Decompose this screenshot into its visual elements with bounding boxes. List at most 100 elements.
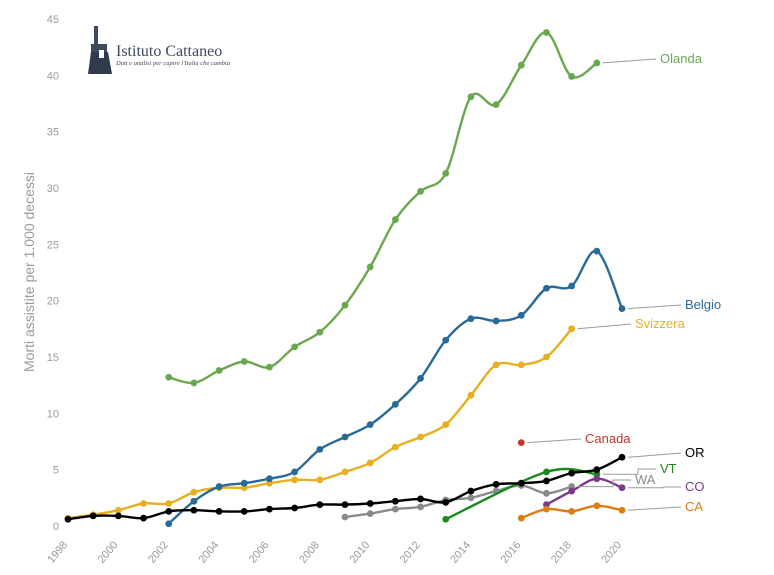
series-line-wa	[343, 484, 573, 519]
data-point-wa	[417, 503, 424, 511]
series-label-canada: Canada	[585, 431, 631, 446]
data-point-belgio	[190, 497, 198, 505]
data-point-or	[417, 495, 424, 503]
logo-title: Istituto Cattaneo	[116, 43, 222, 60]
data-point-belgio	[467, 315, 475, 323]
y-tick-label: 30	[47, 183, 59, 195]
data-point-or	[593, 466, 601, 474]
data-point-svizzera	[492, 361, 500, 369]
data-point-belgio	[366, 421, 374, 428]
data-point-co	[618, 484, 626, 492]
data-point-belgio	[291, 468, 299, 476]
series-line-olanda	[167, 31, 598, 385]
data-point-olanda	[341, 301, 349, 309]
y-tick-label: 15	[47, 352, 59, 364]
data-point-or	[543, 477, 550, 485]
data-point-olanda	[190, 379, 198, 387]
y-tick-label: 25	[47, 239, 59, 251]
data-point-belgio	[240, 479, 248, 487]
data-point-olanda	[467, 93, 475, 101]
x-tick-label: 2002	[146, 539, 171, 565]
leader-line-canada	[527, 438, 582, 444]
data-point-olanda	[266, 363, 273, 371]
data-point-svizzera	[140, 500, 147, 507]
series-line-co	[545, 477, 624, 506]
data-point-svizzera	[417, 433, 424, 441]
data-point-belgio	[543, 284, 550, 292]
y-tick-label: 20	[47, 296, 59, 308]
series-line-belgio	[167, 249, 624, 525]
data-point-or	[442, 498, 450, 506]
series-label-or: OR	[685, 445, 705, 460]
data-point-svizzera	[291, 476, 299, 484]
data-point-svizzera	[568, 325, 576, 333]
data-point-olanda	[391, 216, 399, 223]
data-point-svizzera	[316, 476, 324, 484]
series-belgio	[165, 247, 626, 528]
data-point-belgio	[215, 483, 223, 490]
y-tick-label: 0	[53, 521, 59, 533]
data-point-olanda	[442, 169, 450, 177]
data-point-svizzera	[165, 500, 173, 507]
data-point-olanda	[240, 358, 248, 365]
data-point-svizzera	[543, 353, 550, 361]
data-point-belgio	[618, 305, 626, 312]
logo: Istituto Cattaneo Dati e analisi per cap…	[88, 26, 230, 74]
series-olanda	[165, 29, 601, 387]
leader-line-ca	[627, 506, 682, 511]
data-point-ca	[593, 502, 601, 510]
series-or	[64, 453, 626, 523]
data-point-or	[215, 507, 223, 515]
logo-subtitle: Dati e analisi per capire l'Italia che c…	[115, 60, 230, 67]
data-point-or	[190, 506, 198, 514]
x-axis-ticks: 1998 2000 2002 2004 2006 2008 2010 2012 2014 2016…	[45, 539, 624, 565]
data-point-ca	[568, 507, 576, 515]
series-label-olanda: Olanda	[660, 51, 703, 66]
data-point-olanda	[568, 73, 576, 80]
x-tick-label: 2016	[499, 539, 524, 565]
y-tick-label: 35	[47, 127, 59, 139]
x-tick-label: 2010	[348, 539, 373, 565]
data-point-canada	[517, 439, 525, 447]
x-tick-label: 2008	[297, 539, 322, 565]
data-point-ca	[618, 506, 626, 514]
data-point-vt	[543, 468, 550, 476]
y-tick-label: 5	[53, 465, 59, 477]
data-point-olanda	[291, 343, 299, 351]
data-point-or	[165, 507, 173, 515]
data-point-or	[240, 507, 248, 515]
data-point-belgio	[417, 375, 424, 382]
data-point-belgio	[391, 400, 399, 408]
data-point-or	[568, 469, 576, 477]
series-label-ca: CA	[685, 499, 703, 514]
data-point-or	[517, 479, 525, 487]
logo-mark-icon	[88, 26, 112, 74]
data-point-svizzera	[366, 459, 374, 467]
data-point-svizzera	[442, 421, 450, 428]
series-label-svizzera: Svizzera	[635, 316, 686, 331]
data-point-belgio	[568, 282, 576, 290]
data-point-svizzera	[391, 443, 399, 451]
series-canada	[517, 439, 525, 447]
data-point-olanda	[417, 187, 424, 195]
data-point-or	[366, 500, 374, 507]
data-point-or	[89, 512, 97, 520]
series-vt	[442, 467, 601, 523]
series-labels: WA VT CO CA Svizzera Belgio Olanda Canada OR	[527, 51, 721, 514]
x-tick-label: 1998	[45, 539, 70, 565]
data-point-belgio	[517, 311, 525, 319]
data-point-or	[291, 504, 299, 512]
data-point-olanda	[543, 29, 550, 36]
data-point-or	[140, 514, 147, 522]
data-point-or	[64, 515, 72, 523]
series-label-co: CO	[685, 479, 705, 494]
data-point-vt	[442, 515, 450, 523]
series-label-wa: WA	[635, 472, 656, 487]
data-point-olanda	[366, 263, 374, 271]
data-point-olanda	[593, 59, 601, 67]
leader-line-wa	[577, 479, 631, 488]
leader-line-olanda	[602, 58, 657, 64]
data-point-or	[391, 497, 399, 505]
x-tick-label: 2020	[599, 539, 624, 565]
